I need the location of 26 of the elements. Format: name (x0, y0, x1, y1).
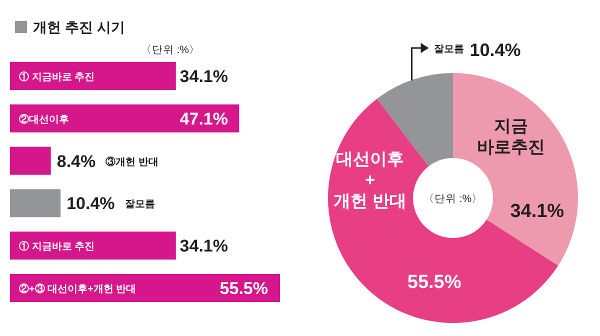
y-tick-label: ②대선이후 (19, 113, 69, 126)
y-tick-label: ②+③ 대선이후+개헌 반대 (19, 283, 136, 295)
data-label: 47.1% (180, 109, 228, 128)
data-label: 10.4% (66, 194, 115, 214)
bar (10, 104, 240, 132)
data-label: 34.1% (180, 236, 228, 256)
donut-slice (453, 73, 578, 266)
bar (10, 232, 176, 260)
chart-title: 개헌 추진 시기 (33, 19, 125, 35)
y-tick-label: ① 지금바로 추진 (19, 240, 95, 253)
bar (10, 189, 61, 218)
y-tick-label: ① 지금바로 추진 (19, 71, 95, 83)
bar (10, 62, 176, 90)
slice-label: 잘모름 (434, 44, 464, 55)
data-label: 34.1% (180, 67, 228, 86)
slice-label: 대선이후 + 개헌 반대 (334, 149, 406, 210)
data-label: 8.4% (56, 152, 96, 171)
slice-label: 지금 바로추진 (476, 116, 545, 156)
data-label: 55.5% (407, 272, 462, 293)
data-label: 34.1% (510, 201, 564, 222)
text: 〈단위 :%〉 (423, 193, 483, 205)
bar (10, 146, 51, 175)
data-label: 10.4% (470, 40, 521, 60)
y-tick-label: ③개헌 반대 (106, 156, 158, 168)
chart-subtitle: 〈단위 :%〉 (140, 44, 200, 56)
data-label: 55.5% (220, 279, 268, 298)
